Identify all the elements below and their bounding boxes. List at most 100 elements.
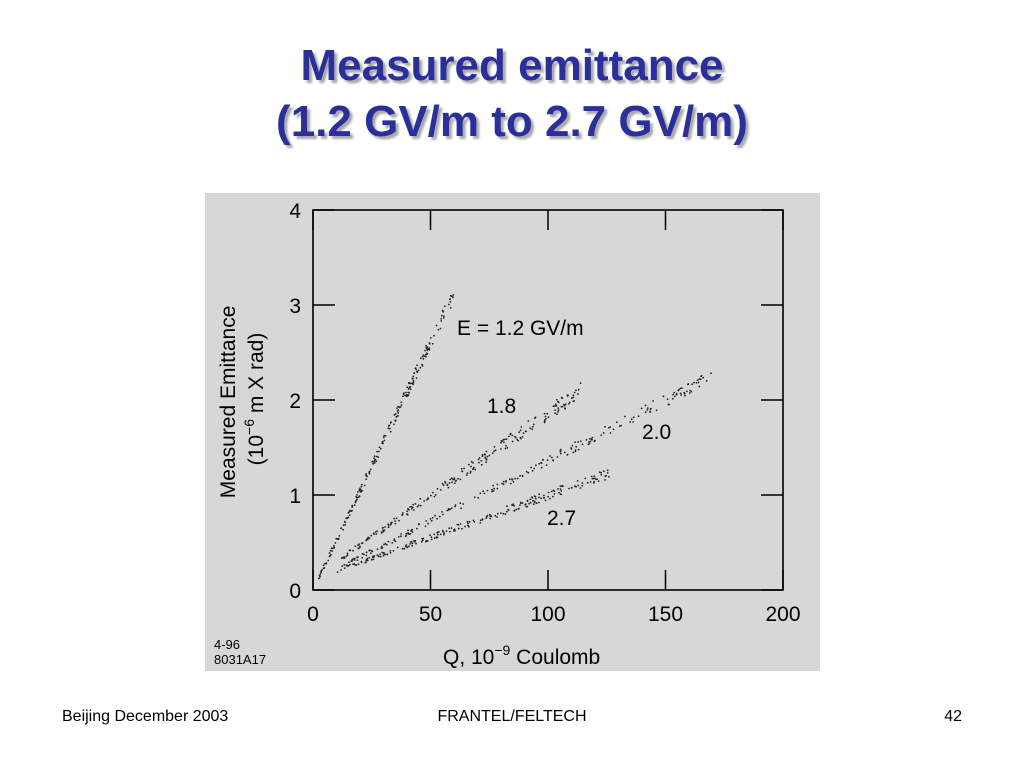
data-point-series-3 (479, 519, 482, 522)
data-point-series-2 (673, 395, 676, 398)
data-point-series-2 (365, 551, 368, 554)
data-point-series-1 (470, 460, 473, 463)
data-point-series-3 (443, 533, 445, 536)
y-axis-label-line2-suffix: m X rad) (245, 333, 268, 419)
data-point-series-0 (357, 496, 360, 499)
data-point-series-1 (452, 478, 455, 481)
data-point-series-1 (436, 487, 439, 490)
data-point-series-3 (448, 527, 450, 530)
data-point-series-3 (526, 499, 529, 502)
data-point-series-0 (373, 457, 375, 460)
data-point-series-1 (500, 441, 502, 444)
data-point-series-0 (406, 395, 409, 397)
data-point-series-0 (375, 460, 378, 463)
data-point-series-3 (364, 561, 367, 564)
y-tick-label: 1 (289, 485, 301, 508)
data-point-series-1 (453, 482, 456, 484)
data-point-series-1 (460, 467, 463, 470)
data-point-series-2 (380, 547, 383, 549)
data-point-series-1 (354, 545, 357, 548)
data-point-series-2 (570, 447, 573, 450)
data-point-series-1 (365, 539, 368, 542)
data-point-series-2 (407, 529, 409, 532)
data-point-series-2 (533, 467, 536, 470)
data-point-series-2 (574, 450, 577, 453)
data-point-series-1 (555, 404, 558, 407)
data-point-series-1 (358, 545, 361, 548)
data-point-series-2 (646, 407, 649, 409)
data-point-series-2 (702, 376, 705, 379)
data-point-series-2 (600, 434, 603, 436)
data-point-series-1 (416, 505, 419, 508)
data-point-series-0 (363, 484, 366, 487)
data-point-series-3 (425, 540, 427, 543)
data-point-series-2 (416, 527, 418, 530)
data-point-series-2 (574, 441, 576, 443)
data-point-series-2 (585, 439, 588, 441)
data-point-series-0 (374, 458, 377, 461)
data-point-series-2 (391, 542, 394, 544)
data-point-series-2 (549, 455, 551, 457)
data-point-series-2 (361, 556, 364, 559)
data-point-series-0 (369, 468, 372, 471)
data-point-series-2 (405, 532, 408, 535)
data-point-series-2 (677, 389, 680, 392)
series-label-2-7-text: 2.7 (547, 507, 576, 530)
data-point-series-3 (379, 555, 382, 558)
data-point-series-3 (538, 493, 541, 496)
data-point-series-2 (509, 482, 512, 485)
data-point-series-2 (519, 474, 521, 477)
data-point-series-2 (356, 556, 358, 559)
data-point-series-2 (589, 437, 591, 440)
data-point-series-3 (386, 553, 389, 556)
data-point-series-1 (504, 447, 507, 450)
data-point-series-2 (370, 552, 372, 555)
data-point-series-1 (411, 508, 413, 510)
data-point-series-3 (406, 546, 409, 549)
data-point-series-3 (468, 520, 471, 523)
data-point-series-3 (365, 559, 368, 562)
data-point-series-1 (478, 461, 480, 464)
data-point-series-0 (433, 334, 435, 337)
data-point-series-3 (433, 537, 436, 539)
data-point-series-2 (387, 540, 390, 543)
data-point-series-2 (588, 442, 591, 445)
data-point-series-1 (374, 531, 377, 533)
data-point-series-3 (606, 472, 609, 474)
data-point-series-0 (330, 547, 333, 549)
slide-title: Measured emittance (1.2 GV/m to 2.7 GV/m… (0, 38, 1024, 150)
data-point-series-1 (349, 549, 352, 552)
data-point-series-1 (575, 389, 577, 392)
data-point-series-3 (355, 564, 358, 566)
data-point-series-2 (594, 439, 596, 442)
data-point-series-1 (579, 382, 582, 384)
data-point-series-1 (375, 533, 378, 535)
data-point-series-0 (439, 327, 442, 330)
data-point-series-3 (600, 473, 603, 476)
data-point-series-1 (483, 453, 486, 456)
data-point-series-0 (412, 379, 415, 382)
data-point-series-1 (393, 517, 395, 520)
data-point-series-3 (584, 477, 587, 480)
data-point-series-3 (530, 496, 533, 498)
data-point-series-0 (366, 475, 368, 478)
data-point-series-2 (383, 543, 385, 546)
data-point-series-1 (519, 429, 522, 432)
data-point-series-0 (379, 447, 382, 450)
data-point-series-2 (482, 490, 484, 493)
data-point-series-1 (518, 431, 521, 434)
data-point-series-3 (515, 508, 518, 511)
data-point-series-3 (360, 561, 363, 564)
data-point-series-0 (320, 570, 323, 572)
x-axis-label-prefix: Q, 10 (443, 646, 494, 669)
data-point-series-1 (522, 432, 525, 434)
data-point-series-2 (530, 466, 532, 469)
x-tick-label: 200 (765, 603, 800, 626)
data-point-series-1 (525, 430, 527, 433)
data-point-series-0 (442, 317, 445, 319)
footer-project: FRANTEL/FELTECH (437, 708, 587, 725)
data-point-series-2 (516, 477, 519, 480)
data-point-series-1 (514, 436, 517, 439)
data-point-series-3 (591, 477, 594, 480)
data-point-series-0 (394, 413, 397, 415)
